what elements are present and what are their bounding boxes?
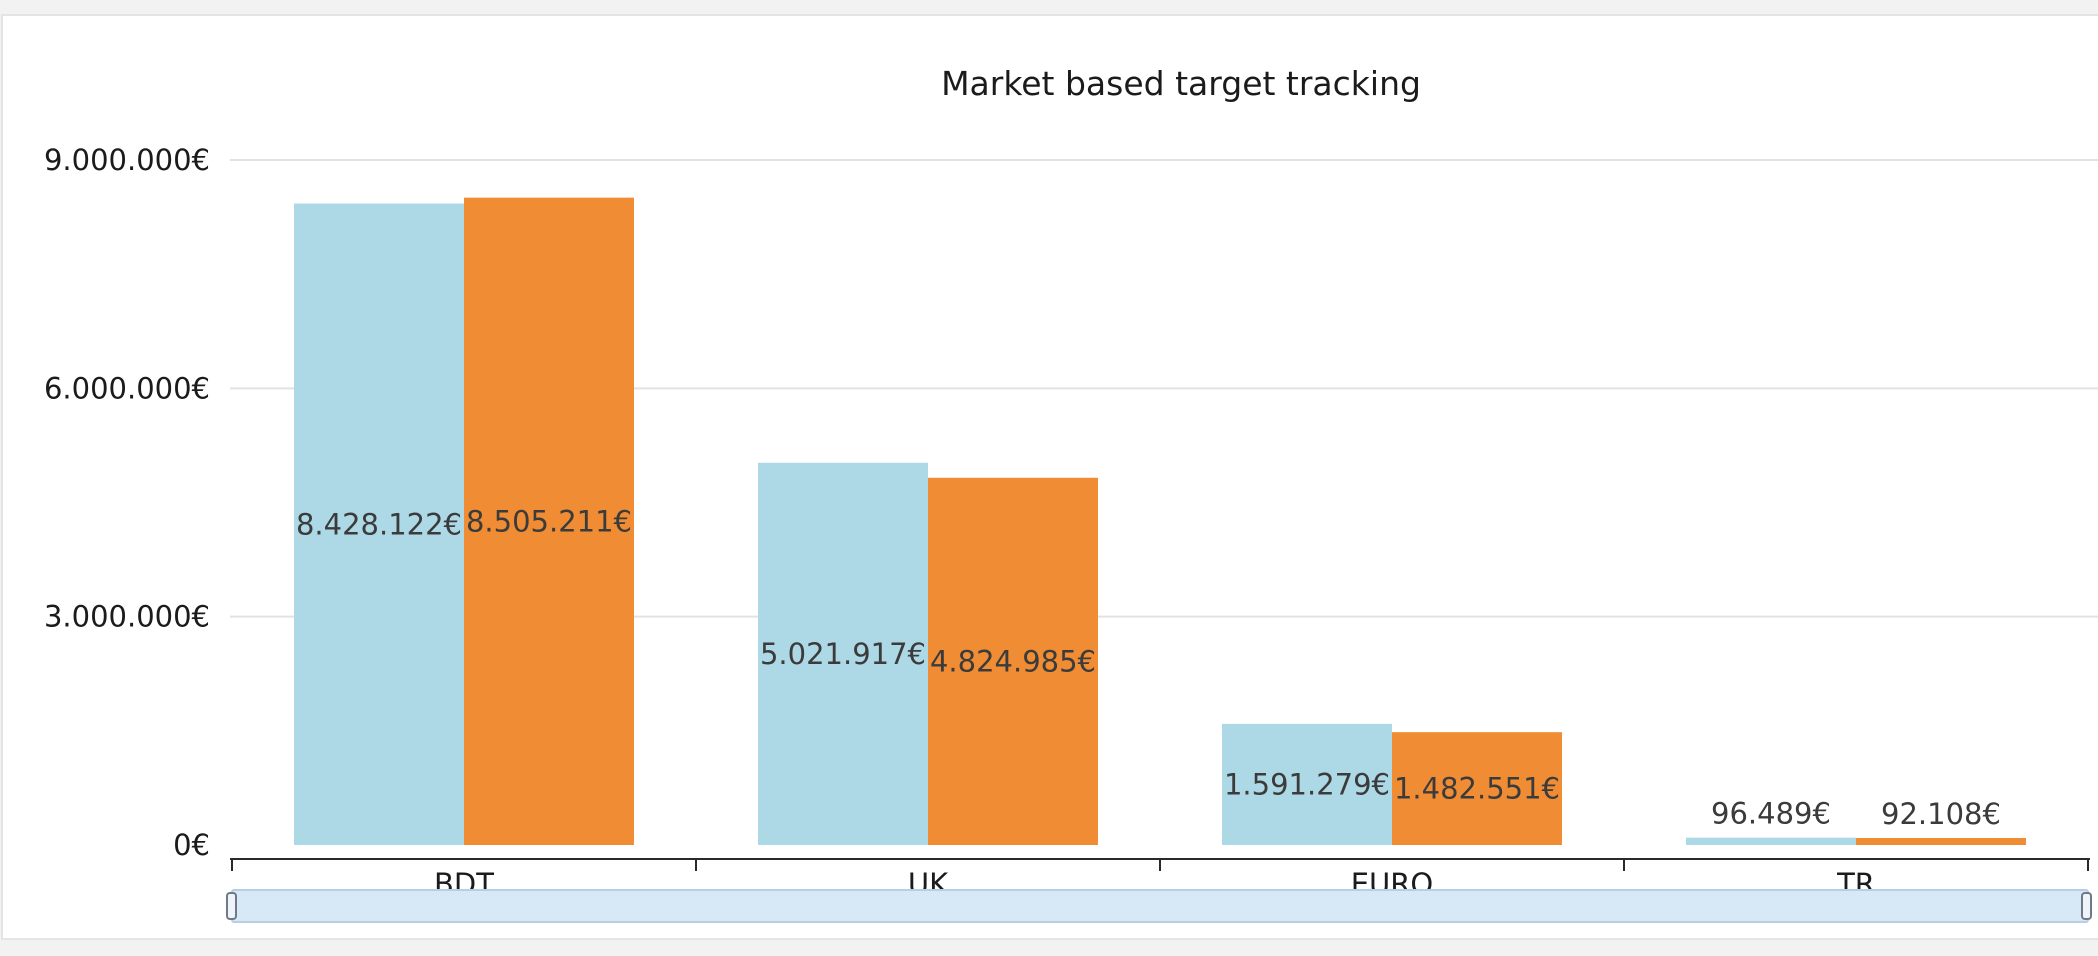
scrollbar-left-handle[interactable]	[226, 892, 237, 920]
data-label: 8.505.211€	[466, 504, 632, 538]
bar-bdt-series-2[interactable]	[464, 197, 634, 845]
scrollbar-right-handle[interactable]	[2081, 892, 2092, 920]
y-tick-label: 9.000.000€	[44, 143, 210, 177]
y-tick-label: 6.000.000€	[44, 371, 210, 405]
data-label: 5.021.917€	[760, 637, 926, 671]
bar-chart: Market based target tracking 0€ 3.000.000…	[44, 64, 2098, 923]
bar-tr-series-1[interactable]	[1686, 837, 1856, 845]
bar-euro-series-1[interactable]	[1222, 723, 1392, 845]
bar-euro-series-2[interactable]	[1392, 732, 1562, 845]
chart-panel: Market based target tracking 0€ 3.000.000…	[1, 14, 2098, 940]
bars-layer	[294, 197, 2026, 846]
range-scrollbar[interactable]	[226, 889, 2092, 923]
data-label: 1.482.551€	[1394, 772, 1560, 806]
data-label: 92.108€	[1881, 797, 2001, 831]
data-label: 96.489€	[1711, 797, 1831, 831]
y-tick-label: 3.000.000€	[44, 600, 210, 634]
bar-tr-series-2[interactable]	[1856, 837, 2026, 845]
bar-uk-series-1[interactable]	[758, 462, 928, 845]
data-label: 8.428.122€	[296, 507, 462, 541]
y-tick-label: 0€	[173, 828, 210, 862]
scrollbar-track[interactable]	[231, 889, 2089, 923]
data-labels-layer: 8.428.122€ 8.505.211€ 5.021.917€ 4.824.985€…	[296, 504, 2001, 831]
data-label: 1.591.279€	[1224, 767, 1390, 801]
bar-uk-series-2[interactable]	[928, 477, 1098, 845]
grid-layer: 0€ 3.000.000€ 6.000.000€ 9.000.000€	[44, 143, 2098, 862]
bar-bdt-series-1[interactable]	[294, 203, 464, 846]
data-label: 4.824.985€	[930, 644, 1096, 678]
chart-title: Market based target tracking	[941, 64, 1421, 103]
